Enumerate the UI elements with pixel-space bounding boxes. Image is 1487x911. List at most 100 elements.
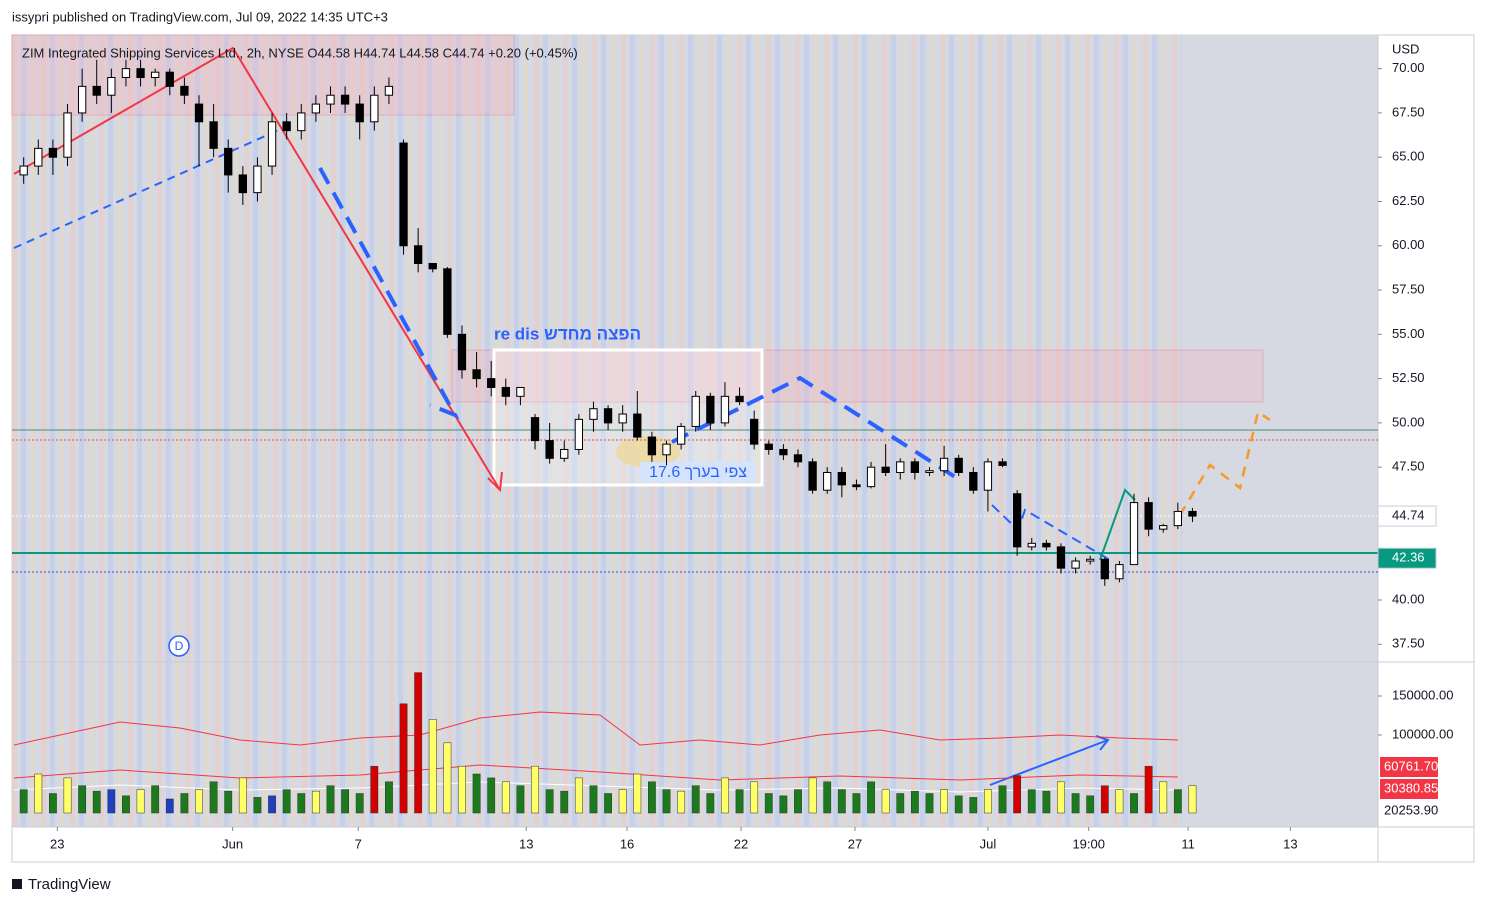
candle-body <box>750 418 759 445</box>
logo <box>12 879 22 889</box>
footer: TradingView <box>28 876 111 893</box>
volume-bar <box>574 777 583 814</box>
candle-body <box>1012 493 1022 548</box>
session-stripes <box>12 35 1182 827</box>
candle-body <box>896 461 905 473</box>
dashed-path <box>318 167 460 419</box>
volume-bar <box>984 789 992 814</box>
volume-bar <box>238 777 247 814</box>
volume-bar <box>633 773 642 814</box>
x-tick-label: 11 <box>1181 836 1195 851</box>
volume-bar <box>458 765 466 814</box>
zone <box>451 349 1264 403</box>
candle-body <box>1129 502 1139 566</box>
candle-body <box>224 147 233 176</box>
price-label-bg <box>1377 547 1437 569</box>
candle-body <box>662 443 671 456</box>
volume-bar <box>604 793 612 814</box>
volume-bar <box>545 789 554 814</box>
candle-body <box>151 71 160 79</box>
volume-bar <box>662 789 671 814</box>
volume-bar <box>516 785 525 814</box>
volume-bar <box>1100 785 1109 814</box>
candle-body <box>1042 542 1051 548</box>
candle-body <box>910 461 920 473</box>
volume-bar <box>750 781 759 814</box>
candle-body <box>574 418 584 450</box>
candle-body <box>48 147 58 158</box>
volume-label-bg <box>1380 801 1438 821</box>
volume-bar <box>1188 785 1197 814</box>
candle-body <box>107 77 116 96</box>
volume-bar <box>122 795 130 814</box>
candle-body <box>238 174 247 194</box>
legend-title: ZIM Integrated Shipping Services Ltd., 2… <box>22 45 578 60</box>
candle-body <box>1056 546 1066 569</box>
candle-body <box>1144 502 1153 530</box>
candle-body <box>852 484 861 488</box>
candle-body <box>530 417 540 442</box>
candle-body <box>326 94 335 105</box>
volume-bar <box>1013 775 1022 814</box>
candle-body <box>779 448 788 456</box>
dashed-path <box>671 375 962 482</box>
volume-bar <box>268 795 276 814</box>
volume-bar <box>209 781 218 814</box>
volume-bar <box>1057 781 1065 814</box>
zone <box>11 34 515 116</box>
volume-bar <box>34 773 43 814</box>
candle-body <box>954 457 963 473</box>
volume-band <box>13 764 1179 781</box>
volume-bar <box>49 793 57 814</box>
trend-arrow <box>13 46 501 491</box>
y-tick-label: 57.50 <box>1392 281 1425 296</box>
candle-body <box>1115 564 1124 580</box>
volume-bar <box>1115 789 1124 814</box>
candle-body <box>92 85 101 96</box>
annotation: re dis הפצה מחדש <box>494 324 641 343</box>
up-arrow <box>1099 488 1136 561</box>
volume-bar <box>618 789 627 814</box>
candle-body <box>998 461 1007 466</box>
dividend-marker <box>168 635 190 657</box>
candle-body <box>1027 542 1036 548</box>
header: issypri published on TradingView.com, Ju… <box>12 9 388 24</box>
volume-bar <box>881 789 890 814</box>
volume-bar <box>1086 795 1095 814</box>
volume-bar <box>107 789 116 814</box>
candle-body <box>501 386 510 397</box>
volume-bar <box>195 789 203 814</box>
volume-bar <box>1027 789 1036 814</box>
y-tick-label: 65.00 <box>1392 149 1425 164</box>
volume-bar <box>940 789 948 814</box>
volume-bar <box>428 719 437 814</box>
candle-body <box>764 443 773 450</box>
x-tick-label: 13 <box>519 836 533 851</box>
volume-bar <box>414 672 423 814</box>
candle-body <box>823 471 832 491</box>
candle-body <box>969 471 978 491</box>
candle-body <box>589 408 598 420</box>
x-tick-label: Jul <box>980 836 997 851</box>
volume-bar <box>954 795 963 814</box>
candle-body <box>443 268 452 335</box>
volume-bar <box>998 785 1007 814</box>
y-tick-label: 67.50 <box>1392 104 1425 119</box>
x-tick-label: Jun <box>222 836 243 851</box>
candle-body <box>472 369 481 380</box>
volume-bar <box>969 797 978 814</box>
candle-body <box>253 165 262 194</box>
volume-label: 30380.85 <box>1384 780 1438 795</box>
x-tick-label: 13 <box>1283 836 1297 851</box>
annotation: צפי בערך 17.6 <box>649 464 747 481</box>
x-tick-label: 27 <box>848 836 862 851</box>
volume-bar <box>501 781 510 814</box>
annotation-bg <box>640 462 756 482</box>
candle-body <box>1159 525 1168 530</box>
volume-bar <box>224 790 233 814</box>
volume-bar <box>852 793 861 814</box>
candle-body <box>691 395 700 427</box>
x-tick-label: 22 <box>734 836 748 851</box>
volume-bar <box>1071 793 1080 814</box>
candle-body <box>676 425 686 445</box>
